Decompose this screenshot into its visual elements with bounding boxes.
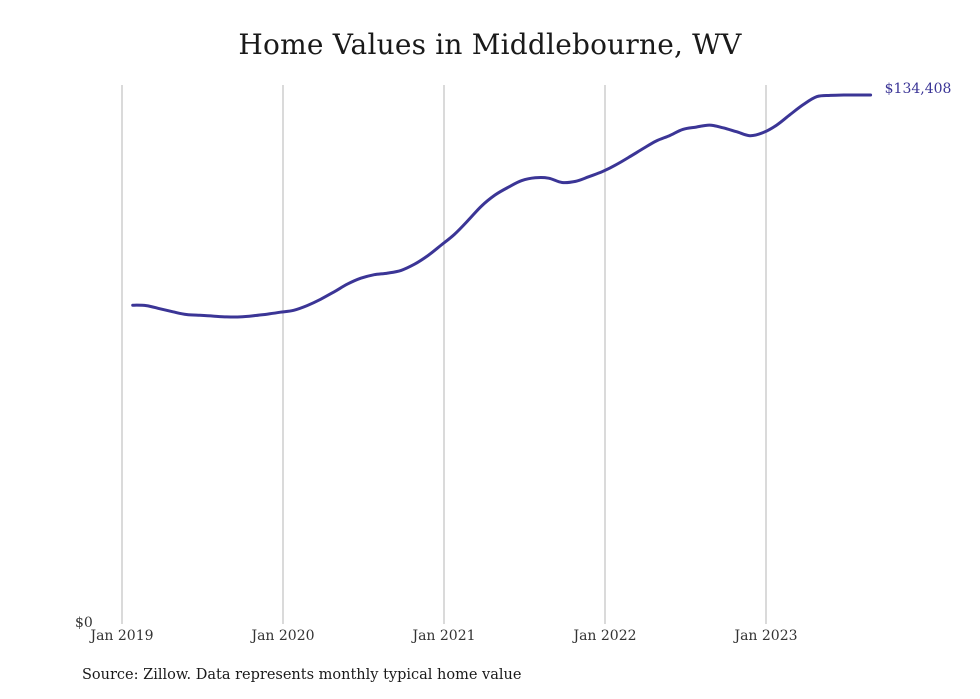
x-tick-label: Jan 2023: [732, 628, 797, 644]
grid-lines: [121, 85, 767, 624]
end-label-layer: $134,408: [885, 81, 952, 97]
x-tick-label: Jan 2020: [249, 628, 314, 644]
y-tick-label: $0: [75, 615, 93, 631]
x-tick-label: Jan 2022: [571, 628, 636, 644]
chart-title: Home Values in Middlebourne, WV: [238, 28, 742, 61]
series-line: [131, 93, 873, 319]
x-tick-label: Jan 2019: [88, 628, 153, 644]
series-layer: [131, 93, 873, 319]
x-axis-labels: Jan 2019 Jan 2020 Jan 2021 Jan 2022 Jan 2023: [88, 628, 797, 644]
source-note: Source: Zillow. Data represents monthly …: [82, 667, 522, 683]
end-value-label: $134,408: [885, 81, 952, 97]
y-axis-labels: $0: [75, 615, 93, 631]
x-tick-label: Jan 2021: [410, 628, 475, 644]
